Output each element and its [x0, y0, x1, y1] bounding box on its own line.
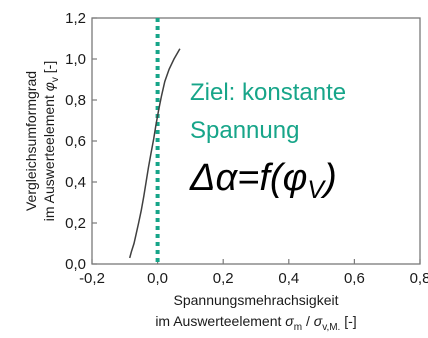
y-axis-label-line1: Vergleichsumformgrad: [23, 71, 39, 211]
y-tick-label: 0,4: [65, 174, 86, 191]
data-series-curve: [128, 48, 181, 259]
x-axis-label-line1: Spannungsmehrachsigkeit: [174, 292, 339, 308]
y-tick-label: 0,2: [65, 215, 86, 232]
y-tick-labels: 0,0 0,2 0,4 0,6 0,8 1,0 1,2: [65, 10, 86, 273]
y-tick-label: 1,2: [65, 10, 86, 27]
goal-annotation-line2: Spannung: [190, 117, 299, 144]
x-axis-label-line2: im Auswerteelement σm / σv,M. [-]: [155, 313, 356, 333]
x-tick-label: 0,2: [213, 270, 234, 287]
x-tick-label: 0,6: [344, 270, 365, 287]
x-tick-labels: -0,2 0,0 0,2 0,4 0,6 0,8: [79, 270, 428, 287]
formula-annotation: Δα=f(φV): [189, 157, 337, 204]
y-tick-label: 0,0: [65, 256, 86, 273]
x-tick-label: 0,8: [410, 270, 428, 287]
y-axis-label-line2: im Auswerteelement φv [-]: [41, 61, 61, 221]
y-tick-label: 0,8: [65, 92, 86, 109]
x-tick-label: -0,2: [79, 270, 105, 287]
y-tick-label: 1,0: [65, 51, 86, 68]
y-tick-label: 0,6: [65, 133, 86, 150]
goal-annotation-line1: Ziel: konstante: [190, 79, 346, 106]
x-tick-label: 0,4: [278, 270, 299, 287]
x-tick-label: 0,0: [147, 270, 168, 287]
tick-marks: [91, 17, 421, 265]
